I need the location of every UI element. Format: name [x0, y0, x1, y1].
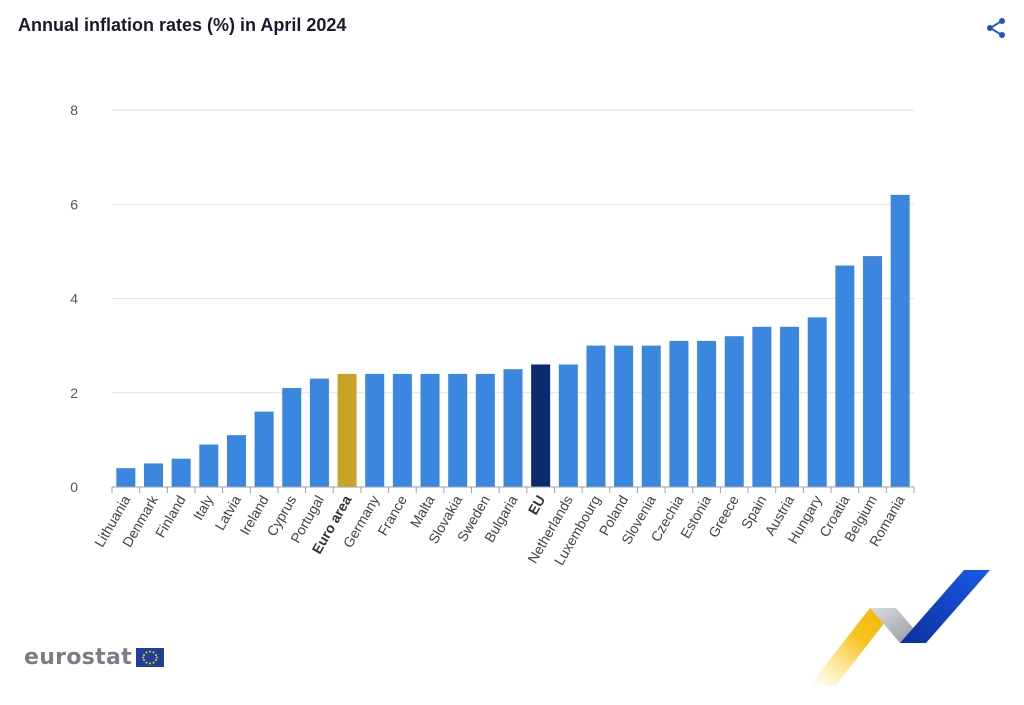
bar-eu[interactable]	[531, 364, 551, 487]
bar-portugal[interactable]	[309, 378, 329, 487]
bar-estonia[interactable]	[697, 340, 717, 487]
bar-czechia[interactable]	[669, 340, 689, 487]
y-tick-label: 4	[70, 291, 78, 307]
bars	[116, 194, 910, 487]
bar-greece[interactable]	[724, 336, 744, 487]
y-tick-label: 8	[70, 102, 78, 118]
bar-spain[interactable]	[752, 326, 772, 487]
eu-flag-icon	[135, 648, 164, 667]
bar-denmark[interactable]	[143, 463, 163, 487]
bar-poland[interactable]	[614, 345, 634, 487]
bar-france[interactable]	[392, 373, 412, 487]
bar-luxembourg[interactable]	[586, 345, 606, 487]
y-tick-label: 2	[70, 385, 78, 401]
decorative-ribbon	[810, 570, 990, 685]
bar-lithuania[interactable]	[116, 468, 136, 487]
bar-malta[interactable]	[420, 373, 440, 487]
y-tick-label: 0	[70, 479, 78, 495]
bar-sweden[interactable]	[475, 373, 495, 487]
chart-title: Annual inflation rates (%) in April 2024	[18, 15, 347, 35]
bar-slovakia[interactable]	[448, 373, 468, 487]
bar-latvia[interactable]	[226, 435, 246, 487]
x-tick-label: Italy	[190, 493, 217, 523]
bar-cyprus[interactable]	[282, 388, 302, 487]
bar-italy[interactable]	[199, 444, 219, 487]
bar-croatia[interactable]	[835, 265, 855, 487]
bar-ireland[interactable]	[254, 411, 274, 487]
bar-slovenia[interactable]	[641, 345, 661, 487]
bar-euro-area[interactable]	[337, 373, 357, 487]
share-icon[interactable]	[984, 16, 1008, 40]
bar-hungary[interactable]	[807, 317, 827, 487]
x-tick-label: EU	[525, 493, 549, 518]
bar-belgium[interactable]	[863, 256, 883, 487]
bar-germany[interactable]	[365, 373, 385, 487]
bar-austria[interactable]	[780, 326, 800, 487]
eurostat-logo: eurostat	[24, 645, 164, 670]
bar-finland[interactable]	[171, 458, 191, 487]
x-axis	[111, 486, 915, 493]
y-tick-label: 6	[70, 196, 78, 212]
bar-netherlands[interactable]	[558, 364, 578, 487]
bar-romania[interactable]	[890, 194, 910, 487]
bar-bulgaria[interactable]	[503, 369, 523, 487]
logo-text: eurostat	[24, 645, 132, 670]
y-axis-ticks: 0 2 4 6 8	[70, 102, 78, 495]
